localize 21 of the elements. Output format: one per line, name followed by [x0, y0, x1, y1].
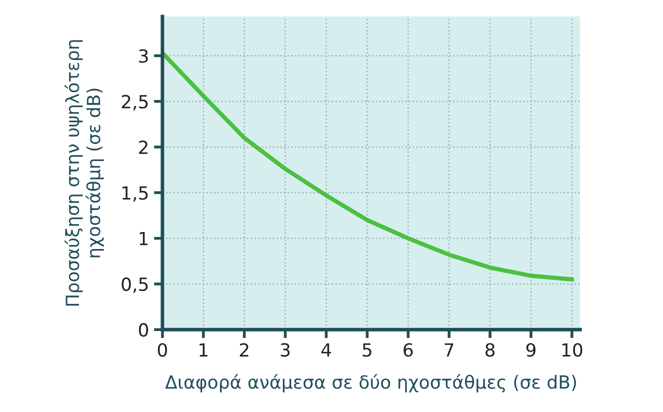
x-tick-label: 0 — [158, 343, 167, 357]
y-tick-label: 1,5 — [122, 186, 148, 202]
x-tick-label: 5 — [362, 343, 372, 357]
x-tick-label: 8 — [486, 343, 495, 357]
y-tick-label: 3 — [139, 49, 148, 63]
y-tick-label: 2 — [139, 140, 148, 154]
x-axis-title: Διαφορά ανάμεσα σε δύο ηχοστάθμες (σε dB) — [165, 374, 576, 392]
y-tick-label: 1 — [140, 232, 148, 246]
y-tick-label: 0 — [138, 323, 148, 337]
y-tick-label: 2,5 — [122, 94, 148, 110]
y-axis-title: Προσαύξηση στην υψηλότερη ηχοστάθμη (σε dB) — [64, 40, 104, 306]
y-tick-label: 0,5 — [122, 277, 148, 293]
x-tick-label: 9 — [526, 343, 536, 357]
x-tick-label: 10 — [562, 343, 582, 357]
x-tick-label: 1 — [200, 343, 208, 357]
x-tick-label: 3 — [280, 343, 290, 357]
x-tick-label: 7 — [444, 343, 454, 357]
x-tick-label: 6 — [404, 343, 413, 357]
x-tick-label: 2 — [240, 343, 248, 357]
line-series — [162, 50, 574, 282]
x-tick-label: 4 — [321, 343, 331, 357]
